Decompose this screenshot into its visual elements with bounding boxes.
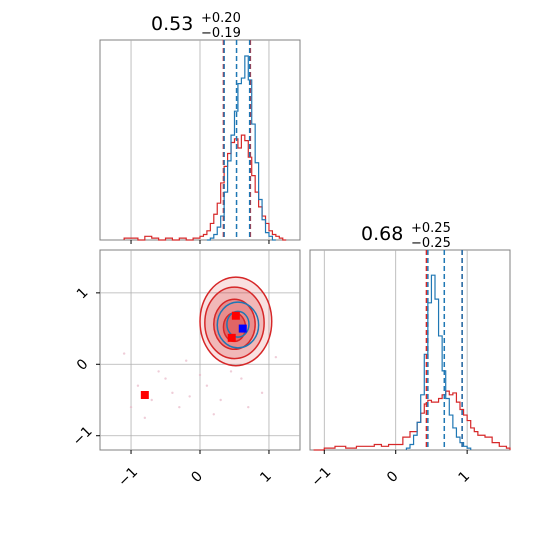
hist2-series-1-step bbox=[405, 274, 472, 450]
hist2-xtick-label: −1 bbox=[309, 464, 335, 490]
joint-scatter-point bbox=[178, 405, 181, 409]
joint-scatter-point bbox=[185, 359, 188, 362]
hist-panel-2 bbox=[313, 250, 511, 451]
joint-panel bbox=[122, 276, 278, 420]
joint-scatter-point bbox=[129, 405, 133, 409]
joint-scatter-point bbox=[198, 373, 202, 377]
grid-layer bbox=[100, 40, 468, 450]
joint-scatter-point bbox=[205, 384, 209, 387]
joint-red-contour-2 bbox=[213, 298, 256, 351]
joint-scatter-point bbox=[219, 398, 222, 402]
hist2-xtick-label: 1 bbox=[456, 468, 474, 486]
joint-scatter-point bbox=[229, 370, 233, 373]
hist-panel-1 bbox=[123, 40, 287, 241]
joint-scatter-point bbox=[240, 377, 243, 380]
joint-scatter-point bbox=[188, 395, 191, 398]
joint-scatter-point bbox=[212, 413, 215, 416]
joint-blue-contour-0 bbox=[216, 301, 260, 349]
joint-scatter-point bbox=[122, 352, 126, 355]
joint-marker-0 bbox=[140, 391, 149, 399]
hist2-xtick-label: 0 bbox=[384, 468, 402, 486]
hist1-series-1-step bbox=[206, 55, 276, 241]
joint-xtick-label: −1 bbox=[115, 464, 141, 490]
joint-red-contour-0 bbox=[199, 276, 273, 367]
joint-ytick-label: 1 bbox=[74, 285, 92, 303]
joint-ytick-label: 0 bbox=[74, 356, 92, 374]
joint-xtick-label: 0 bbox=[188, 468, 206, 486]
joint-marker-3 bbox=[238, 324, 247, 333]
hist1-series-0-step bbox=[123, 134, 287, 241]
hist-1-title-upper: +0.20 bbox=[201, 11, 241, 26]
joint-scatter-point bbox=[157, 370, 160, 373]
tick-layer: −1 0 1 −1 0 1 −1 0 1 bbox=[70, 240, 473, 490]
joint-ytick-label: −1 bbox=[70, 423, 96, 449]
hist-2-title-median: 0.68 bbox=[361, 223, 403, 245]
joint-scatter-point bbox=[171, 391, 174, 395]
joint-scatter-point bbox=[136, 384, 140, 387]
joint-marker-1 bbox=[231, 311, 240, 320]
hist-panel-2-frame bbox=[309, 249, 511, 451]
hist-1-title-median: 0.53 bbox=[151, 13, 193, 35]
joint-scatter-point bbox=[260, 391, 264, 395]
joint-scatter-point bbox=[274, 355, 278, 359]
joint-scatter-point bbox=[150, 398, 153, 402]
joint-xtick-label: 1 bbox=[257, 468, 275, 486]
hist2-series-0-step bbox=[313, 390, 511, 451]
joint-scatter-point bbox=[164, 377, 167, 380]
joint-blue-contour-1 bbox=[226, 310, 250, 338]
joint-scatter-point bbox=[247, 405, 250, 409]
joint-marker-2 bbox=[227, 333, 236, 342]
hist-2-title-upper: +0.25 bbox=[411, 221, 451, 236]
hist-2-title-lower: −0.25 bbox=[411, 236, 451, 251]
hist-1-title-lower: −0.19 bbox=[201, 26, 241, 41]
joint-scatter-point bbox=[143, 416, 147, 420]
